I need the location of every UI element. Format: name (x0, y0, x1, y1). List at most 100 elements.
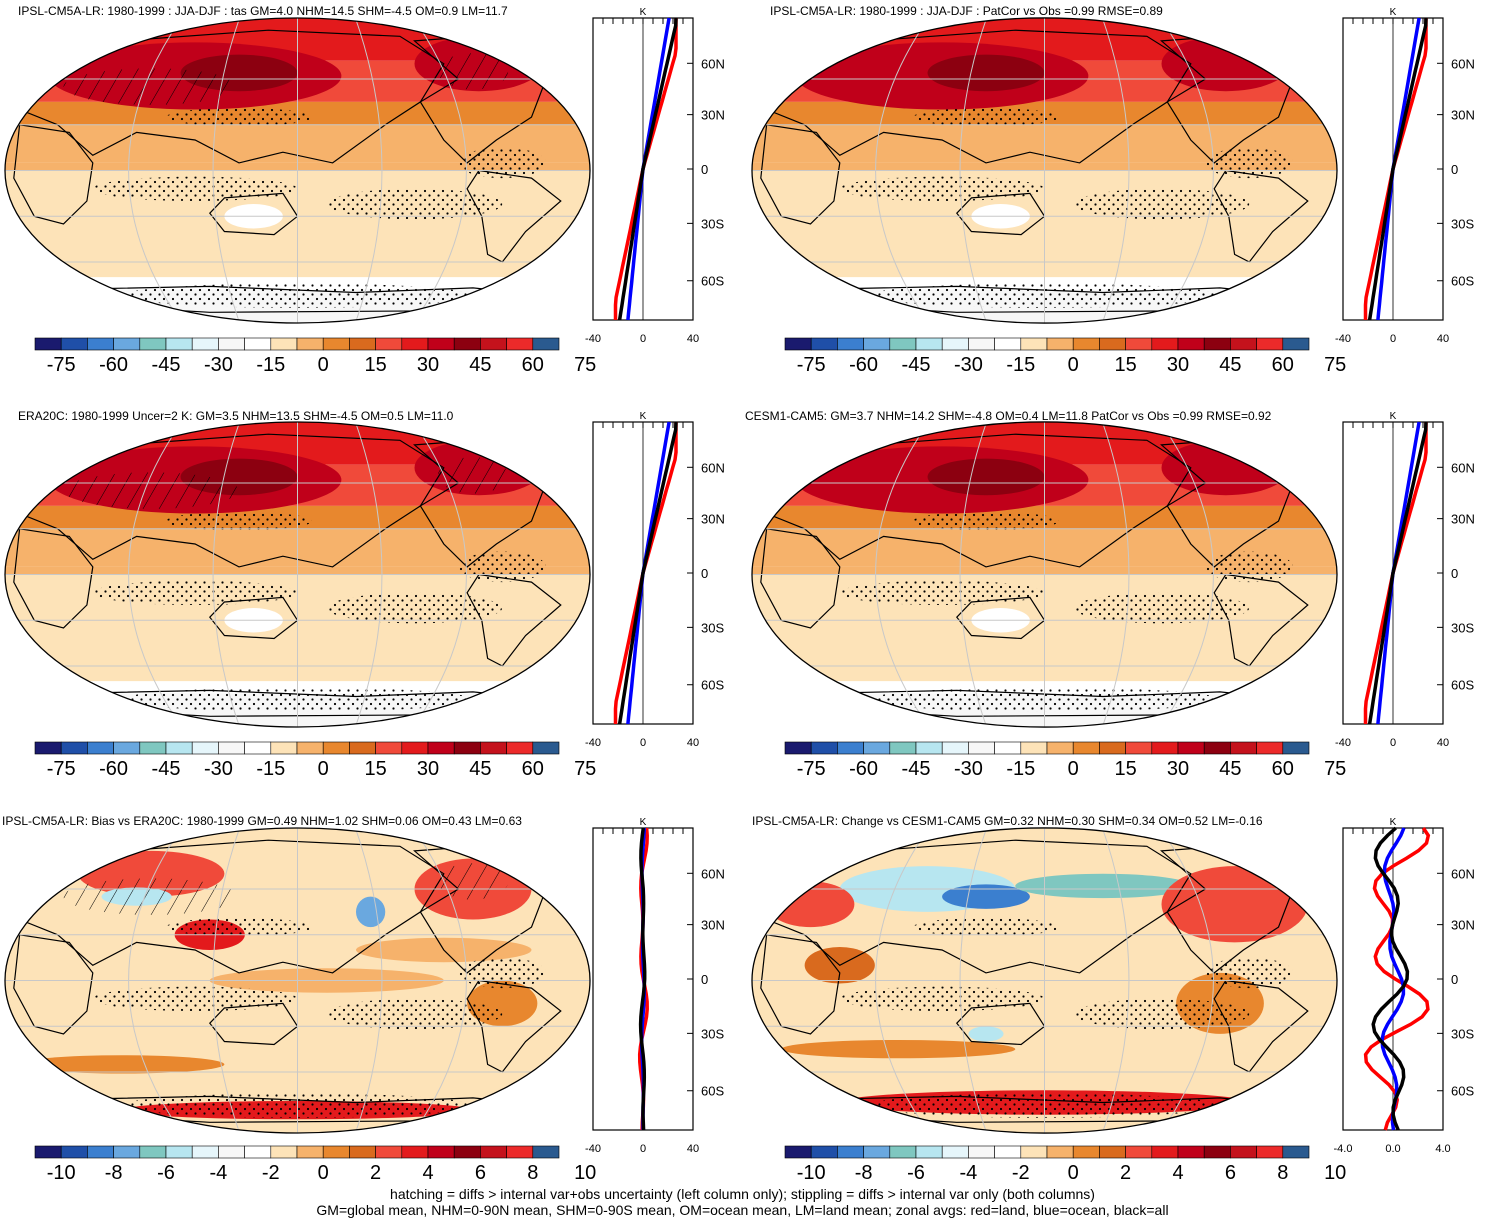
colorbar-tick-label: 60 (522, 354, 544, 376)
colorbar-tick-label: 2 (370, 1162, 381, 1184)
zonal-plot-cesm: K -40 0 40 60N 30N 0 30S 60S (1335, 411, 1475, 749)
colorbar-bias: -10 -8 -6 -4 -2 0 2 4 6 8 10 (34, 1145, 596, 1184)
panel-title-ipsl-patcor: IPSL-CM5A-LR: 1980-1999 : JJA-DJF : PatC… (770, 4, 1163, 18)
colorbar-swatch (1282, 1145, 1310, 1159)
colorbar-tick-label: 4 (1172, 1162, 1183, 1184)
colorbar-swatch (480, 1145, 507, 1159)
colorbar-swatch (941, 1145, 969, 1159)
colorbar-swatch (1256, 1145, 1284, 1159)
colorbar-tick-label: -6 (157, 1162, 175, 1184)
coastline-africa (13, 528, 94, 629)
map-change (751, 827, 1338, 1134)
colorbar-swatch (1230, 1145, 1257, 1159)
colorbar-swatch (837, 337, 864, 351)
colorbar-swatch (113, 1145, 141, 1159)
colorbar-swatch (1203, 1145, 1231, 1159)
map-field (752, 17, 1337, 324)
stippling (165, 917, 313, 937)
colorbar-swatch (34, 337, 62, 351)
coastline-australia (956, 596, 1046, 640)
colorbar-swatch (863, 337, 891, 351)
colorbar-tick-label: 10 (1324, 1162, 1346, 1184)
colorbar-swatch (1151, 741, 1179, 755)
colorbar-swatch (1256, 741, 1284, 755)
map-border (751, 17, 1338, 324)
colorbar-swatch (1020, 337, 1048, 351)
colorbar-swatch (784, 741, 812, 755)
map-ipsl-clim (4, 17, 591, 324)
colorbar-swatch (863, 741, 891, 755)
colorbar-swatch (244, 1145, 272, 1159)
zonal-lat-tick-label: 60N (1451, 56, 1475, 71)
zonal-lat-tick-label: 60N (1451, 866, 1475, 881)
colorbar-swatch (349, 1145, 376, 1159)
colorbar-swatch (968, 741, 995, 755)
zonal-lat-tick-label: 0 (1451, 972, 1458, 987)
footnote-line-2: GM=global mean, NHM=0-90N mean, SHM=0-90… (316, 1202, 1169, 1218)
colorbar-swatch (810, 1145, 838, 1159)
zonal-lat-tick-label: 30N (1451, 918, 1475, 933)
colorbar-swatch (532, 1145, 560, 1159)
colorbar-swatch (139, 337, 167, 351)
colorbar-swatch (218, 1145, 245, 1159)
coastline-australia (209, 596, 299, 640)
colorbar-swatch (427, 741, 455, 755)
colorbar-tick-label: 45 (469, 758, 491, 780)
colorbar-tick-label: -60 (849, 758, 878, 780)
colorbar-tick-label: 75 (1324, 354, 1346, 376)
map-field (5, 422, 590, 727)
colorbar-swatch (60, 741, 88, 755)
zonal-lat-tick-label: 60S (1451, 274, 1474, 289)
zonal-lat-tick-label: 30S (701, 1026, 724, 1041)
colorbar-tick-label: 6 (475, 1162, 486, 1184)
zonal-lat-tick-label: 60S (701, 1084, 724, 1099)
colorbar-cesm: -75 -60 -45 -30 -15 0 15 30 45 60 75 (784, 741, 1346, 780)
zonal-unit-label: K (1390, 7, 1397, 18)
coastline-australia (209, 1002, 299, 1046)
colorbar-swatch (191, 337, 219, 351)
colorbar-swatch (244, 337, 272, 351)
colorbar-ipsl-patcor: -75 -60 -45 -30 -15 0 15 30 45 60 75 (784, 337, 1346, 376)
zonal-x-tick-label: -40 (1335, 333, 1351, 345)
colorbar-swatch (1099, 337, 1126, 351)
zonal-lat-tick-label: 60S (1451, 1084, 1474, 1099)
colorbar-swatch (349, 337, 376, 351)
colorbar-swatch (375, 741, 403, 755)
map-bias (4, 827, 591, 1134)
colorbar-swatch (784, 1145, 812, 1159)
colorbar-swatch (837, 741, 864, 755)
map-border (4, 17, 591, 324)
colorbar-tick-label: 75 (574, 758, 596, 780)
colorbar-swatch (1099, 741, 1126, 755)
colorbar-swatch (863, 1145, 891, 1159)
stippling (326, 188, 503, 220)
colorbar-swatch (1230, 741, 1257, 755)
colorbar-tick-label: 15 (1114, 354, 1136, 376)
colorbar-swatch (968, 337, 995, 351)
colorbar-swatch (34, 741, 62, 755)
colorbar-swatch (427, 1145, 455, 1159)
colorbar-swatch (296, 1145, 324, 1159)
colorbar-swatch (60, 337, 88, 351)
colorbar-tick-label: 8 (1277, 1162, 1288, 1184)
zonal-lat-tick-label: 60S (701, 274, 724, 289)
hatching (63, 68, 239, 105)
zonal-lat-tick-label: 30N (701, 918, 725, 933)
hatching (63, 878, 239, 915)
colorbar-swatch (1046, 1145, 1074, 1159)
colorbar-swatch (968, 1145, 995, 1159)
colorbar-tick-label: 75 (1324, 758, 1346, 780)
colorbar-swatch (375, 337, 403, 351)
colorbar-swatch (401, 1145, 429, 1159)
colorbar-swatch (453, 337, 481, 351)
colorbar-swatch (191, 741, 219, 755)
colorbar-tick-label: -15 (256, 354, 285, 376)
colorbar-tick-label: 0 (1068, 758, 1079, 780)
colorbar-tick-label: -30 (954, 758, 983, 780)
colorbar-swatch (165, 337, 193, 351)
zonal-x-tick-label: 0 (640, 1143, 646, 1155)
colorbar-swatch (322, 1145, 350, 1159)
colorbar-swatch (810, 741, 838, 755)
coastline-australia (956, 1002, 1046, 1046)
colorbar-swatch (113, 741, 141, 755)
